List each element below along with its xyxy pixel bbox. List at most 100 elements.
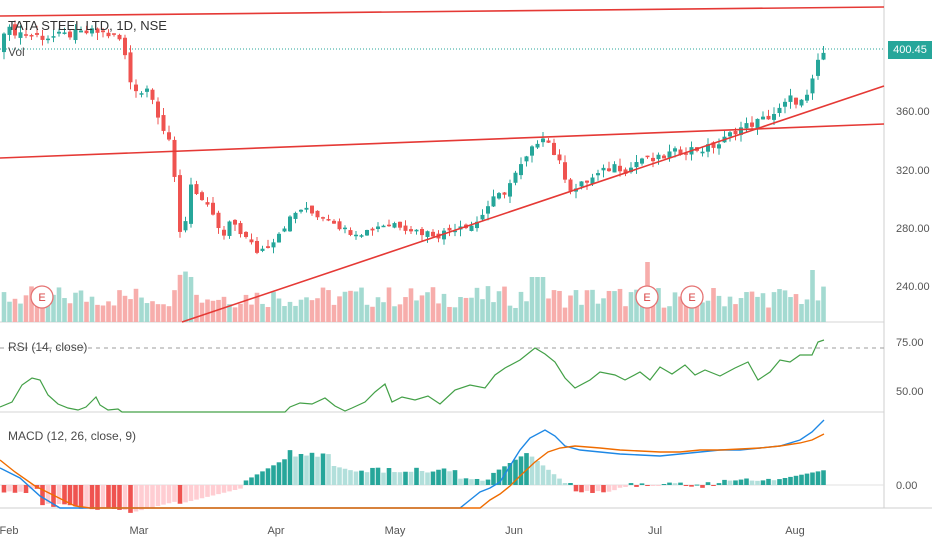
candle-body (420, 228, 424, 236)
time-tick-label: Feb (0, 525, 18, 537)
candle-body (260, 248, 265, 251)
macd-histogram-bar (326, 454, 331, 485)
volume-bar (513, 307, 518, 322)
volume-bar (100, 305, 106, 322)
volume-bar (177, 274, 183, 322)
candle-body (183, 221, 188, 231)
volume-bar (584, 290, 590, 322)
volume-bar (95, 304, 100, 322)
volume-bar (656, 288, 661, 322)
candle-body (524, 156, 529, 162)
macd-histogram-bar (755, 480, 760, 485)
volume-bar (408, 288, 414, 322)
macd-histogram-bar (414, 467, 419, 485)
volume-bar (161, 304, 166, 322)
macd-histogram-bar (375, 467, 381, 485)
symbol-title[interactable]: TATA STEEL LTD, 1D, NSE (8, 18, 167, 33)
volume-bar (766, 307, 771, 322)
candle-body (200, 192, 204, 201)
volume-bar (139, 297, 144, 322)
volume-bar (320, 287, 326, 322)
macd-histogram-bar (480, 480, 485, 485)
candle-body (381, 225, 386, 228)
candle-body (205, 202, 210, 205)
candle-body (475, 221, 479, 229)
volume-bar (744, 292, 749, 322)
last-price-tag: 400.45 (888, 41, 932, 59)
volume-bar (573, 290, 579, 322)
candle-body (299, 209, 303, 212)
candle-body (497, 193, 501, 199)
candle-body (57, 31, 61, 34)
macd-histogram-bar (782, 478, 788, 485)
resistance-trendline (0, 6, 885, 17)
candle-body (634, 162, 639, 168)
macd-histogram-bar (771, 480, 777, 485)
volume-bar (172, 290, 177, 322)
volume-bar (441, 293, 447, 322)
macd-histogram-bar (612, 485, 617, 491)
macd-histogram-bar (425, 472, 430, 485)
candle-body (700, 151, 705, 154)
macd-histogram-bar (711, 485, 716, 486)
candle-body (805, 94, 809, 101)
macd-histogram-bar (381, 472, 386, 485)
macd-histogram-bar (546, 469, 551, 485)
candle-body (18, 32, 23, 38)
volume-bar (89, 296, 95, 322)
volume-bar (166, 306, 172, 322)
macd-histogram-bar (23, 485, 29, 493)
candle-body (502, 192, 507, 195)
macd-histogram-bar (529, 456, 535, 485)
macd-histogram-bar (144, 485, 150, 509)
macd-histogram-bar (304, 455, 309, 485)
candle-body (772, 113, 776, 120)
candle-body (178, 175, 182, 232)
rsi-tick-label: 50.00 (896, 386, 924, 398)
candle-body (783, 101, 787, 107)
macd-histogram-bar (419, 470, 425, 485)
volume-bar (183, 271, 188, 322)
candlesticks (2, 20, 826, 255)
volume-bar (249, 304, 254, 322)
volume-bar (557, 290, 562, 322)
volume-bar (221, 296, 227, 322)
rsi-label[interactable]: RSI (14, close) (8, 340, 88, 354)
candle-body (618, 165, 622, 172)
volume-bar (788, 297, 793, 322)
macd-histogram-bar (678, 482, 683, 485)
candle-body (189, 184, 193, 224)
macd-panel (0, 419, 884, 513)
volume-bar (590, 289, 595, 322)
candle-body (172, 139, 177, 177)
candle-body (101, 30, 105, 33)
earnings-marker-circle (680, 285, 704, 309)
macd-label[interactable]: MACD (12, 26, close, 9) (8, 429, 137, 443)
macd-histogram-bar (628, 483, 634, 485)
candle-body (667, 151, 672, 158)
volume-bar (12, 298, 18, 322)
volume-bar (304, 297, 309, 322)
macd-histogram-bar (370, 467, 375, 485)
volume-bar (298, 299, 304, 322)
volume-bar (700, 302, 705, 322)
macd-histogram-bar (656, 485, 661, 486)
candle-body (546, 140, 551, 143)
macd-histogram-bar (430, 471, 436, 485)
macd-histogram-bar (617, 485, 623, 488)
candle-body (552, 142, 556, 155)
macd-histogram-bar (804, 473, 810, 485)
macd-histogram-bar (117, 485, 122, 510)
time-tick-label: Jun (505, 525, 523, 537)
volume-bar (496, 291, 502, 322)
macd-histogram-bar (573, 485, 579, 492)
grid (0, 0, 932, 509)
candle-body (755, 118, 760, 129)
candle-body (271, 242, 276, 248)
candle-body (398, 221, 402, 228)
macd-histogram-bar (562, 483, 568, 485)
volume-bar (782, 290, 788, 322)
candle-body (453, 230, 457, 233)
